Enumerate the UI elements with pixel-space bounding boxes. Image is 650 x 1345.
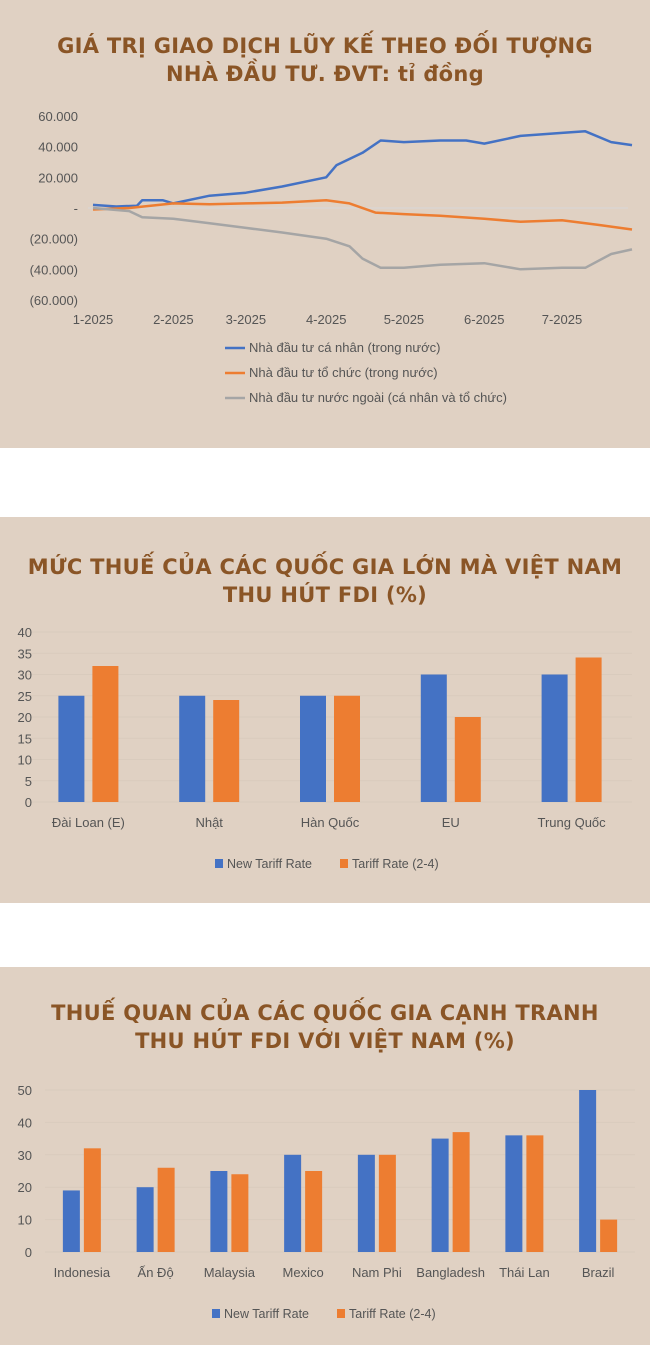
bar [420, 674, 447, 802]
bar [157, 1167, 175, 1252]
chart-title: MỨC THUẾ CỦA CÁC QUỐC GIA LỚN MÀ VIỆT NA… [0, 553, 650, 609]
bar [305, 1171, 323, 1252]
x-tick-label: Mexico [283, 1265, 324, 1280]
y-tick-label: 20.000 [38, 170, 78, 185]
line-chart: 60.000 40.000 20.000 - (20.000) (40.000) (60.0… [30, 109, 633, 405]
x-tick-label: 2-2025 [153, 312, 193, 327]
bar [136, 1187, 154, 1252]
x-tick-label: Hàn Quốc [301, 815, 360, 830]
series-line-1 [92, 199, 633, 231]
x-tick-label: EU [442, 815, 460, 830]
y-tick-label: 40 [18, 1115, 32, 1130]
bar [431, 1138, 449, 1252]
bar [83, 1148, 101, 1252]
y-tick-label: (40.000) [30, 262, 78, 277]
bar [334, 695, 360, 802]
bar [541, 674, 568, 802]
x-tick-label: 1-2025 [73, 312, 113, 327]
bar [452, 1132, 470, 1252]
y-tick-label: (60.000) [30, 293, 78, 308]
title-line-2: THU HÚT FDI VỚI VIỆT NAM (%) [135, 1029, 515, 1053]
y-tick-label: - [74, 201, 78, 216]
x-tick-label: Ấn Độ [138, 1265, 174, 1280]
y-tick-label: 40 [18, 625, 32, 640]
x-tick-label: Brazil [582, 1265, 615, 1280]
y-tick-label: 0 [25, 795, 32, 810]
bar [231, 1174, 249, 1252]
series-line-0 [92, 130, 633, 208]
bar [575, 657, 602, 802]
x-tick-label: 7-2025 [542, 312, 582, 327]
bar [579, 1090, 597, 1252]
y-tick-label: 35 [18, 646, 32, 661]
x-tick-label: 5-2025 [384, 312, 424, 327]
legend-label: Tariff Rate (2-4) [352, 857, 439, 871]
x-tick-label: Indonesia [54, 1265, 111, 1280]
major-countries-tariff-panel: MỨC THUẾ CỦA CÁC QUỐC GIA LỚN MÀ VIỆT NA… [0, 517, 650, 903]
title-line-1: MỨC THUẾ CỦA CÁC QUỐC GIA LỚN MÀ VIỆT NA… [27, 555, 623, 579]
legend-label: Nhà đầu tư cá nhân (trong nước) [249, 340, 440, 355]
y-tick-label: 40.000 [38, 140, 78, 155]
legend-label: Tariff Rate (2-4) [349, 1307, 436, 1321]
x-tick-label: 3-2025 [226, 312, 266, 327]
y-tick-label: 0 [25, 1245, 32, 1260]
y-tick-label: 50 [18, 1083, 32, 1098]
bar [179, 695, 206, 802]
chart-title: GIÁ TRỊ GIAO DỊCH LŨY KẾ THEO ĐỐI TƯỢNG … [0, 32, 650, 88]
x-tick-label: Thái Lan [499, 1265, 550, 1280]
legend-label: Nhà đầu tư nước ngoài (cá nhân và tổ chứ… [249, 390, 507, 405]
bar [357, 1154, 375, 1252]
legend-swatch [215, 859, 223, 868]
title-line-1: GIÁ TRỊ GIAO DỊCH LŨY KẾ THEO ĐỐI TƯỢNG [57, 34, 593, 58]
title-line-1: THUẾ QUAN CỦA CÁC QUỐC GIA CẠNH TRANH [51, 1001, 599, 1025]
bar-chart: 0 5 10 15 20 25 30 35 40 Đài Loan (E) Nhật Hàn Quốc… [18, 625, 632, 871]
x-tick-label: 4-2025 [306, 312, 346, 327]
series-line-2 [92, 206, 633, 271]
x-tick-label: Đài Loan (E) [52, 815, 125, 830]
bar-chart: 0 10 20 30 40 50 Indonesia Ấn Độ Malaysia Mexico N… [18, 1083, 635, 1321]
x-tick-label: Nam Phi [352, 1265, 402, 1280]
x-tick-label: 6-2025 [464, 312, 504, 327]
y-tick-label: 5 [25, 774, 32, 789]
x-tick-label: Malaysia [204, 1265, 256, 1280]
bar [284, 1154, 302, 1252]
y-tick-label: 60.000 [38, 109, 78, 124]
y-tick-label: 30 [18, 668, 32, 683]
cumulative-trading-panel: GIÁ TRỊ GIAO DỊCH LŨY KẾ THEO ĐỐI TƯỢNG … [0, 0, 650, 448]
y-tick-label: 20 [18, 1180, 32, 1195]
legend-swatch [340, 859, 348, 868]
y-tick-label: 15 [18, 731, 32, 746]
bar [505, 1135, 523, 1252]
bar [92, 666, 119, 802]
title-line-2: NHÀ ĐẦU TƯ. ĐVT: tỉ đồng [165, 62, 484, 86]
y-tick-label: 30 [18, 1148, 32, 1163]
chart-title: THUẾ QUAN CỦA CÁC QUỐC GIA CẠNH TRANH TH… [0, 999, 650, 1055]
x-tick-label: Trung Quốc [538, 815, 607, 830]
legend-label: New Tariff Rate [227, 857, 312, 871]
title-line-2: THU HÚT FDI (%) [222, 583, 428, 607]
y-tick-label: 10 [18, 1213, 32, 1228]
legend-swatch [212, 1309, 220, 1318]
legend-label: Nhà đầu tư tổ chức (trong nước) [249, 365, 438, 380]
bar [600, 1219, 618, 1252]
legend-label: New Tariff Rate [224, 1307, 309, 1321]
bar [454, 717, 481, 802]
bar [213, 700, 240, 802]
bar [300, 695, 326, 802]
y-tick-label: 20 [18, 710, 32, 725]
y-tick-label: 10 [18, 753, 32, 768]
x-tick-label: Nhật [195, 815, 223, 830]
bar [526, 1135, 544, 1252]
bar [58, 695, 85, 802]
y-tick-label: (20.000) [30, 232, 78, 247]
y-tick-label: 25 [18, 689, 32, 704]
bar [210, 1171, 228, 1252]
bar [62, 1190, 80, 1252]
legend-swatch [337, 1309, 345, 1318]
x-tick-label: Bangladesh [416, 1265, 485, 1280]
bar [378, 1154, 396, 1252]
competing-countries-tariff-panel: THUẾ QUAN CỦA CÁC QUỐC GIA CẠNH TRANH TH… [0, 967, 650, 1345]
